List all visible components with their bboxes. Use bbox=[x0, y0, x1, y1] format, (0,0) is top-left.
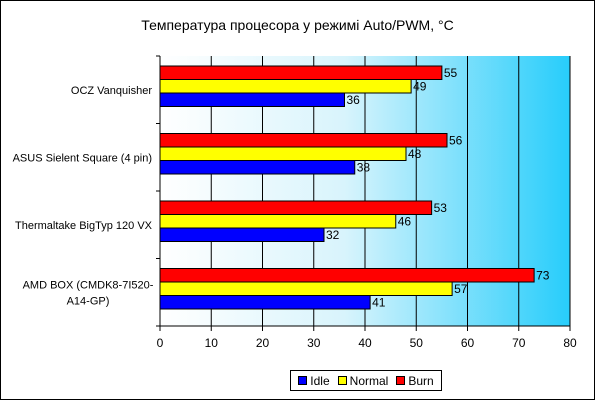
legend-item-idle: Idle bbox=[298, 373, 330, 388]
bar-burn-1 bbox=[159, 133, 448, 148]
bar-burn-3 bbox=[159, 268, 535, 283]
x-tick-label-80: 80 bbox=[563, 336, 577, 350]
bar-idle-3 bbox=[159, 295, 371, 310]
data-labels: 55 49 36 56 48 38 53 46 32 73 57 41 bbox=[326, 66, 550, 310]
bar-normal-2 bbox=[159, 214, 397, 229]
category-label-2: Thermaltake BigTyp 120 VX bbox=[15, 220, 153, 232]
legend-label-normal: Normal bbox=[349, 373, 389, 388]
legend-label-burn: Burn bbox=[408, 373, 434, 388]
legend-label-idle: Idle bbox=[310, 373, 330, 388]
data-label-idle-0: 36 bbox=[347, 93, 361, 107]
legend-item-normal: Normal bbox=[337, 373, 389, 388]
x-tick-label-50: 50 bbox=[410, 336, 424, 350]
chart-title: Температура процесора у режимі Auto/PWM,… bbox=[141, 17, 454, 33]
data-label-normal-3: 57 bbox=[454, 282, 468, 296]
legend-item-burn: Burn bbox=[396, 373, 434, 388]
data-label-idle-3: 41 bbox=[372, 295, 386, 309]
x-tick-label-10: 10 bbox=[205, 336, 219, 350]
data-label-burn-0: 55 bbox=[444, 66, 458, 80]
data-label-burn-1: 56 bbox=[449, 133, 463, 147]
category-label-1: ASUS Sielent Square (4 pin) bbox=[13, 152, 152, 164]
bar-idle-0 bbox=[159, 92, 345, 107]
data-label-normal-1: 48 bbox=[408, 147, 422, 161]
data-label-idle-2: 32 bbox=[326, 228, 340, 242]
category-label-0: OCZ Vanquisher bbox=[71, 85, 152, 97]
x-tick-label-60: 60 bbox=[461, 336, 475, 350]
bar-idle-2 bbox=[159, 227, 325, 242]
bar-burn-2 bbox=[159, 200, 433, 215]
legend-swatch-burn bbox=[396, 376, 406, 385]
data-label-idle-1: 38 bbox=[357, 160, 371, 174]
legend-swatch-idle bbox=[298, 376, 308, 385]
axes: OCZ Vanquisher ASUS Sielent Square (4 pin… bbox=[13, 55, 577, 350]
x-tick-label-40: 40 bbox=[358, 336, 372, 350]
data-label-normal-0: 49 bbox=[413, 79, 427, 93]
legend-swatch-normal bbox=[337, 376, 347, 385]
x-tick-label-0: 0 bbox=[157, 336, 164, 350]
bar-normal-0 bbox=[159, 79, 412, 94]
bar-normal-3 bbox=[159, 281, 453, 296]
bar-idle-1 bbox=[159, 160, 356, 175]
bar-normal-1 bbox=[159, 146, 407, 161]
data-label-burn-3: 73 bbox=[536, 268, 550, 282]
bars bbox=[159, 65, 535, 310]
x-tick-label-30: 30 bbox=[307, 336, 321, 350]
bar-burn-0 bbox=[159, 65, 443, 80]
data-label-normal-2: 46 bbox=[398, 214, 412, 228]
data-label-burn-2: 53 bbox=[434, 201, 448, 215]
x-tick-label-20: 20 bbox=[256, 336, 270, 350]
category-label-3: AMD BOX (CMDK8-7I520-A14-GP) bbox=[23, 279, 154, 307]
x-tick-label-70: 70 bbox=[512, 336, 526, 350]
legend: Idle Normal Burn bbox=[290, 370, 442, 391]
